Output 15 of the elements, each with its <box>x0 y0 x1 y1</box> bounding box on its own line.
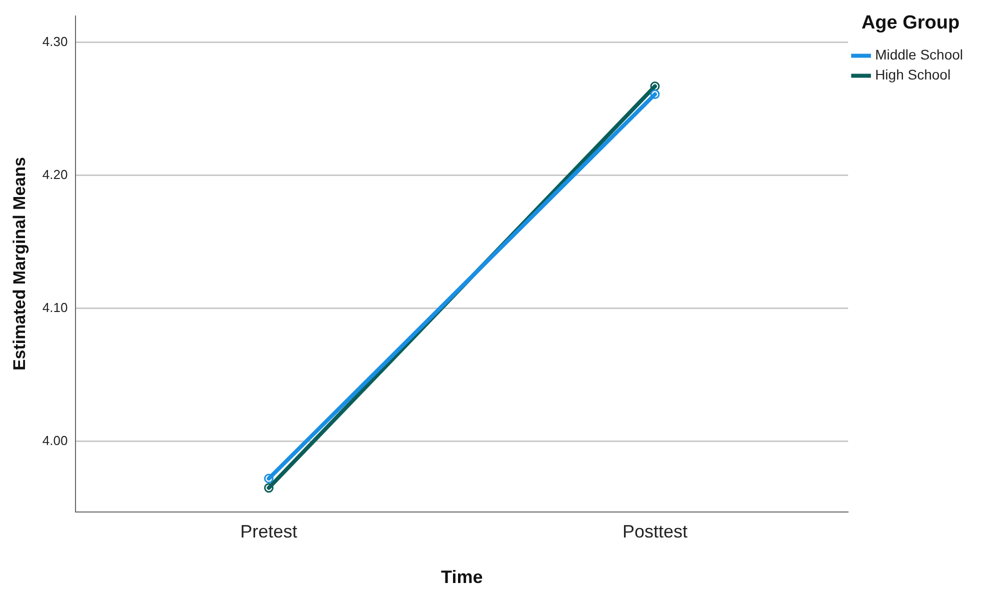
point <box>650 90 660 100</box>
y-tick-label: 4.10 <box>42 300 68 315</box>
y-tick-label: 4.20 <box>42 166 68 182</box>
point <box>264 483 274 493</box>
legend-label: Middle School <box>875 46 963 63</box>
legend-title: Age Group <box>861 12 960 34</box>
y-tick-label: 4.30 <box>42 34 68 49</box>
legend-label: High School <box>875 66 951 83</box>
x-axis-title: Time <box>441 567 483 588</box>
point <box>264 474 274 484</box>
y-tick-label: 4.00 <box>42 432 68 448</box>
y-axis-title: Estimated Marginal Means <box>10 157 29 371</box>
point <box>650 82 660 92</box>
x-tick-label: Posttest <box>622 522 688 542</box>
x-tick-label: Pretest <box>240 522 298 542</box>
